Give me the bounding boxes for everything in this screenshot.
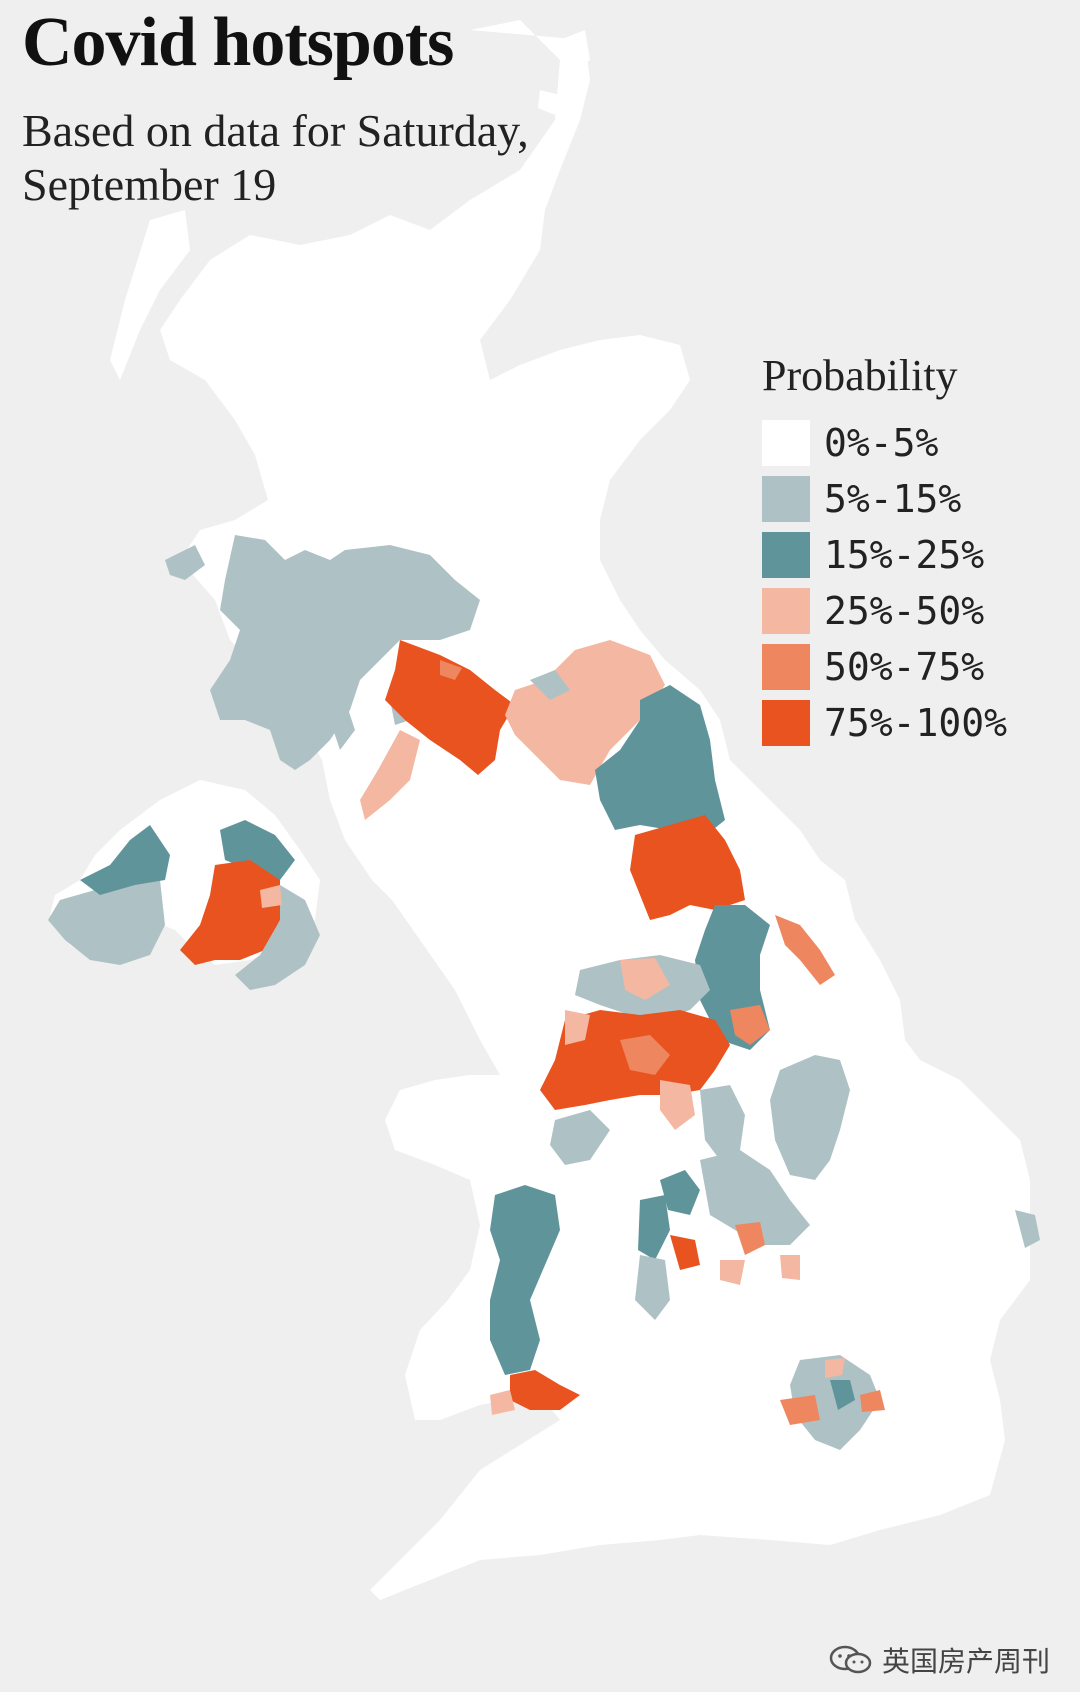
legend-label: 25%-50% — [824, 589, 985, 633]
region-liverpool — [565, 1010, 590, 1045]
region-ni-inner — [260, 885, 282, 908]
region-leeds — [620, 958, 670, 1000]
region-ni-derry — [80, 825, 170, 895]
region-northumberland — [595, 685, 725, 840]
region-glasgow-inner — [440, 660, 462, 680]
legend-item: 50%-75% — [762, 639, 1062, 695]
region-south-wales-hotspot — [510, 1370, 580, 1410]
legend-swatch — [762, 476, 810, 522]
region-manchester — [620, 1035, 670, 1075]
legend-item: 5%-15% — [762, 471, 1062, 527]
region-ni-down — [235, 885, 320, 990]
region-northampton — [720, 1255, 800, 1285]
region-cambridge — [1015, 1210, 1040, 1248]
wechat-icon — [829, 1645, 872, 1674]
region-derbyshire — [660, 1080, 695, 1130]
legend-item: 0%-5% — [762, 415, 1062, 471]
region-north-east-hotspot — [630, 815, 745, 920]
great-britain-landmass — [160, 20, 1030, 1600]
region-scotland-west — [210, 535, 480, 770]
legend-label: 75%-100% — [824, 701, 1008, 745]
legend-swatch — [762, 644, 810, 690]
region-cheshire — [550, 1110, 610, 1165]
legend-swatch — [762, 420, 810, 466]
watermark: 英国房产周刊 — [828, 1640, 1050, 1680]
western-isles — [110, 210, 190, 380]
region-midlands-pale — [700, 1150, 810, 1245]
chart-title: Covid hotspots — [22, 4, 454, 81]
region-edinburgh — [530, 670, 570, 700]
region-swansea — [490, 1390, 515, 1415]
legend-swatch — [762, 700, 810, 746]
legend-label: 15%-25% — [824, 533, 985, 577]
region-glasgow — [385, 640, 515, 775]
chart-subtitle: Based on data for Saturday, September 19 — [22, 105, 529, 210]
region-london-pale — [790, 1355, 880, 1450]
region-borders — [505, 640, 665, 785]
legend-label: 50%-75% — [824, 645, 985, 689]
region-sheffield — [730, 1005, 770, 1045]
region-london-teal — [830, 1380, 855, 1410]
legend: Probability 0%-5% 5%-15% 15%-25% 25%-50%… — [762, 350, 1062, 751]
region-leicester — [735, 1222, 765, 1255]
legend-swatch — [762, 588, 810, 634]
legend-label: 5%-15% — [824, 477, 962, 521]
legend-title: Probability — [762, 351, 958, 400]
region-wolverhampton — [670, 1235, 700, 1270]
legend-swatch — [762, 532, 810, 578]
region-london-peach — [825, 1358, 845, 1378]
region-ni-belfast — [180, 860, 280, 965]
region-warwick — [635, 1255, 670, 1320]
region-midlands-teal — [660, 1170, 700, 1215]
watermark-text: 英国房产周刊 — [882, 1645, 1051, 1678]
region-scotland-islands — [165, 545, 410, 750]
region-nottingham — [700, 1085, 745, 1160]
legend-item: 25%-50% — [762, 583, 1062, 639]
region-lincolnshire — [770, 1055, 850, 1180]
legend-label: 0%-5% — [824, 421, 939, 465]
region-birmingham — [638, 1195, 670, 1260]
legend-item: 15%-25% — [762, 527, 1062, 583]
legend-item: 75%-100% — [762, 695, 1062, 751]
northern-isles — [538, 30, 590, 115]
region-yorkshire-coast — [775, 915, 835, 985]
region-wales-teal — [490, 1185, 560, 1375]
region-ayrshire — [360, 730, 420, 820]
region-london-orange — [780, 1390, 885, 1425]
region-ni-west — [48, 880, 165, 965]
